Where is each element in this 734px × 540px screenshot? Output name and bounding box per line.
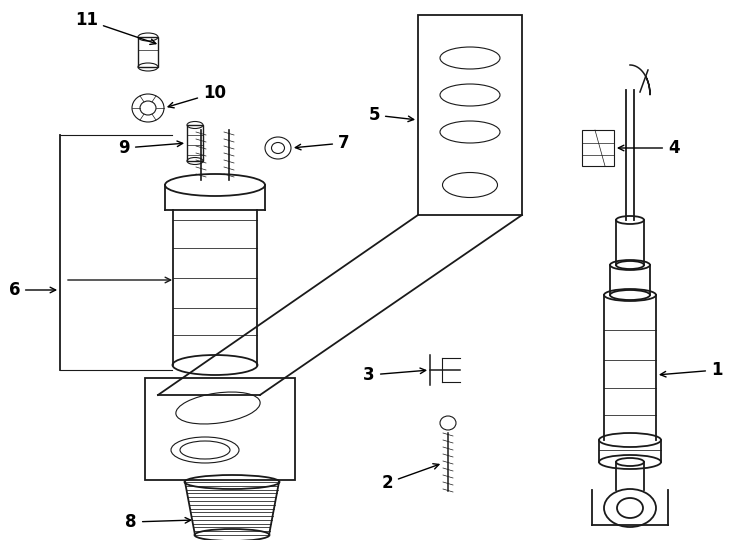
Text: 11: 11 (75, 11, 156, 44)
Text: 3: 3 (363, 366, 426, 384)
Text: 5: 5 (368, 106, 414, 124)
Bar (582, 130, 614, 166)
Text: 8: 8 (126, 513, 191, 531)
Text: 4: 4 (618, 139, 680, 157)
Bar (145, 378, 295, 480)
Bar (138, 37, 158, 67)
Bar (582, 143, 614, 155)
Text: 1: 1 (661, 361, 722, 379)
Text: 2: 2 (382, 464, 439, 492)
Text: 7: 7 (295, 134, 349, 152)
Bar (187, 125, 203, 161)
Text: 6: 6 (9, 281, 56, 299)
Text: 9: 9 (118, 139, 183, 157)
Text: 10: 10 (168, 84, 226, 108)
